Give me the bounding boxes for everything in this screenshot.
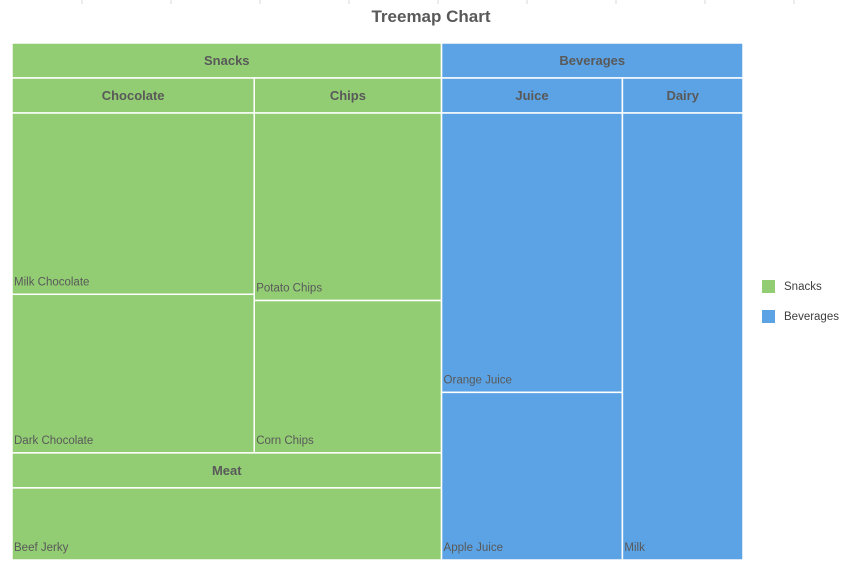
group-beverages-label: Beverages [559,53,625,68]
leaf-potato-chips-cell [253,112,443,302]
leaf-milk-chocolate-cell [11,112,255,296]
top-tick-marks [81,0,795,4]
legend-label-beverages: Beverages [784,311,839,323]
legend-swatch-snacks [762,280,775,293]
leaf-potato-chips-label: Potato Chips [256,283,322,295]
category-dairy-header [621,77,744,114]
leaf-dark-chocolate-label: Dark Chocolate [14,435,93,447]
legend-label-snacks: Snacks [784,281,822,293]
category-juice-label: Juice [515,88,548,103]
leaf-orange-juice-cell [440,112,624,394]
chart-title: Treemap Chart [371,7,490,26]
legend-swatch-beverages [762,310,775,323]
leaf-corn-chips-cell [253,299,443,454]
leaf-corn-chips-label: Corn Chips [256,435,314,447]
leaf-apple-juice-label: Apple Juice [444,542,503,554]
category-meat-label: Meat [212,463,242,478]
leaf-milk-label: Milk [624,542,645,554]
leaf-orange-juice-label: Orange Juice [444,374,512,386]
legend: Snacks Beverages [762,280,839,323]
group-snacks-label: Snacks [204,53,250,68]
treemap-cells: Snacks Chocolate Milk Chocolate Dark Chocol… [11,42,744,561]
category-chocolate-label: Chocolate [102,88,165,103]
leaf-apple-juice-cell [440,391,624,561]
leaf-dark-chocolate-cell [11,293,255,454]
leaf-beef-jerky-label: Beef Jerky [14,542,69,554]
leaf-milk-cell [621,112,744,561]
leaf-milk-chocolate-label: Milk Chocolate [14,276,89,288]
leaf-beef-jerky-cell [11,487,443,561]
category-chips-label: Chips [330,88,366,103]
category-dairy-label: Dairy [666,88,699,103]
